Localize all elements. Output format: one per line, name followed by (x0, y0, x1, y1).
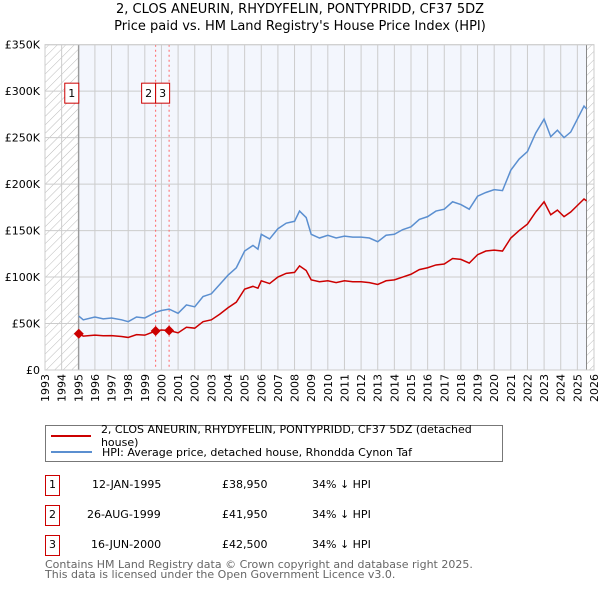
table-row: 1 12-JAN-1995 £38,950 34% ↓ HPI (45, 475, 545, 496)
y-tick-label: £300K (5, 85, 41, 98)
y-tick-label: £100K (5, 271, 41, 284)
x-tick-label: 2005 (239, 374, 252, 402)
hpi-diff: 34% ↓ HPI (312, 538, 371, 551)
chart-subtitle: Price paid vs. HM Land Registry's House … (114, 19, 486, 34)
price: £38,950 (222, 478, 268, 491)
x-tick-label: 1998 (122, 374, 135, 402)
y-tick-label: £50K (12, 318, 41, 331)
legend-red-line (51, 435, 91, 437)
y-tick-label: £0 (26, 364, 40, 377)
date: 26-AUG-1999 (87, 508, 161, 521)
y-tick-label: £200K (5, 178, 41, 191)
sale-marker (164, 325, 175, 336)
x-tick-label: 1999 (139, 374, 152, 402)
price: £42,500 (222, 538, 268, 551)
date: 16-JUN-2000 (91, 538, 162, 551)
marker-label-box (155, 82, 171, 104)
legend-item-property: 2, CLOS ANEURIN, RHYDYFELIN, PONTYPRIDD,… (51, 423, 502, 449)
marker-label: 3 (159, 87, 166, 100)
price: £41,950 (222, 508, 268, 521)
x-tick-label: 2000 (155, 374, 168, 402)
legend: 2, CLOS ANEURIN, RHYDYFELIN, PONTYPRIDD,… (45, 423, 503, 462)
x-tick-label: 2019 (472, 374, 485, 402)
x-tick-label: 2008 (289, 374, 302, 402)
hpi-diff: 34% ↓ HPI (312, 508, 371, 521)
price-chart: 1993 1994 1995 1996 1997 1998 1999 2000 2001 2002… (5, 39, 600, 402)
marker-label-box (64, 82, 80, 104)
footer-line: This data is licensed under the Open Gov… (45, 568, 396, 581)
x-tick-label: 2010 (322, 374, 335, 402)
x-tick-label: 2011 (338, 374, 351, 402)
marker-label: 1 (68, 87, 75, 100)
x-tick-label: 2024 (555, 374, 568, 402)
x-tick-label: 2001 (172, 374, 185, 402)
x-tick-label: 1994 (56, 374, 69, 402)
marker-label: 2 (145, 87, 152, 100)
x-tick-label: 1993 (39, 374, 52, 402)
x-tick-label: 2009 (305, 374, 318, 402)
x-tick-label: 2026 (588, 374, 600, 402)
marker-badge: 2 (45, 505, 60, 526)
x-tick-label: 2025 (571, 374, 584, 402)
table-row: 2 26-AUG-1999 £41,950 34% ↓ HPI (45, 505, 545, 526)
sale-marker (150, 326, 161, 337)
y-tick-label: £250K (5, 132, 41, 145)
y-tick-label: £350K (5, 39, 41, 52)
hpi-line (78, 104, 588, 323)
x-tick-label: 1996 (89, 374, 102, 402)
footer-line: Contains HM Land Registry data © Crown c… (45, 558, 473, 571)
legend-blue-line (51, 451, 92, 453)
x-tick-label: 2016 (422, 374, 435, 402)
chart-title: 2, CLOS ANEURIN, RHYDYFELIN, PONTYPRIDD,… (115, 2, 485, 17)
x-tick-label: 1997 (106, 374, 119, 402)
x-tick-label: 2003 (205, 374, 218, 402)
x-tick-label: 2023 (538, 374, 551, 402)
legend-label: HPI: Average price, detached house, Rhon… (102, 445, 413, 459)
x-tick-label: 2022 (521, 374, 534, 402)
x-tick-label: 2014 (388, 374, 401, 402)
legend-label: 2, CLOS ANEURIN, RHYDYFELIN, PONTYPRIDD,… (100, 423, 472, 449)
x-tick-label: 2017 (438, 374, 451, 402)
sale-marker (73, 328, 84, 339)
x-tick-label: 2004 (222, 374, 235, 402)
x-tick-label: 2020 (488, 374, 501, 402)
y-tick-label: £150K (5, 225, 41, 238)
x-tick-label: 2006 (255, 374, 268, 402)
x-tick-label: 2013 (372, 374, 385, 402)
x-tick-label: 2018 (455, 374, 468, 402)
x-tick-label: 2015 (405, 374, 418, 402)
legend-item-hpi: HPI: Average price, detached house, Rhon… (51, 444, 412, 460)
x-tick-label: 2021 (505, 374, 518, 402)
footer: Contains HM Land Registry data © Crown c… (45, 558, 473, 581)
date: 12-JAN-1995 (92, 478, 162, 491)
x-tick-label: 2012 (355, 374, 368, 402)
marker-badge: 3 (45, 535, 60, 556)
x-tick-label: 2007 (272, 374, 285, 402)
plot-area (45, 44, 594, 370)
x-tick-label: 1995 (72, 374, 85, 402)
hatched-region (586, 44, 594, 370)
plot-border (44, 44, 595, 371)
hpi-diff: 34% ↓ HPI (312, 478, 371, 491)
marker-badge: 1 (45, 475, 60, 496)
x-tick-label: 2002 (189, 374, 202, 402)
table-row: 3 16-JUN-2000 £42,500 34% ↓ HPI (45, 535, 545, 556)
